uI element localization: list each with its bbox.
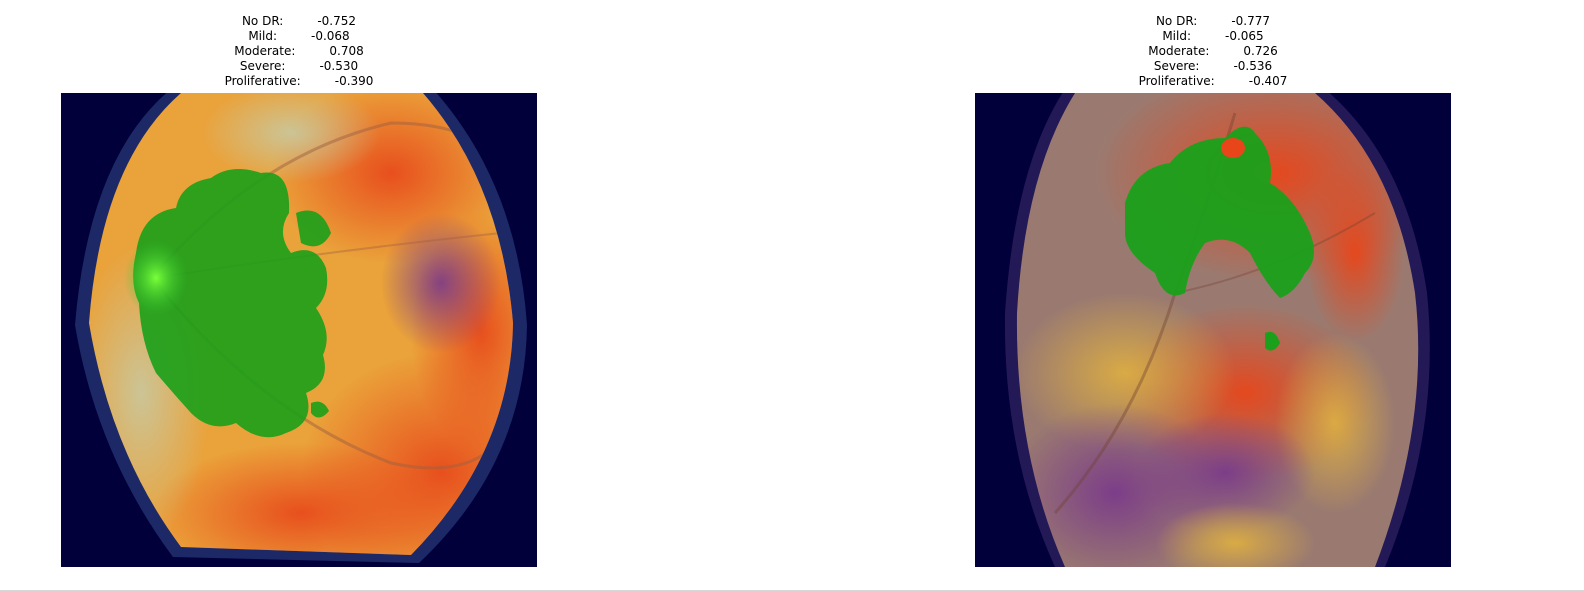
score-value: -0.530 xyxy=(319,59,359,73)
score-row-severe: Severe: -0.536 xyxy=(975,59,1451,74)
score-value: -0.390 xyxy=(334,74,374,88)
score-value: -0.752 xyxy=(317,14,357,28)
score-label: Proliferative: xyxy=(1138,74,1215,88)
right-score-list: No DR: -0.777 Mild: -0.065 Moderate: 0.726 … xyxy=(975,14,1451,89)
score-row-proliferative: Proliferative: -0.390 xyxy=(61,74,537,89)
score-label: Mild: xyxy=(248,29,277,43)
score-label: Mild: xyxy=(1162,29,1191,43)
score-value: -0.536 xyxy=(1233,59,1273,73)
fundus-heatmap-right xyxy=(975,93,1451,567)
score-value: -0.065 xyxy=(1225,29,1264,43)
score-label: Severe: xyxy=(239,59,286,73)
score-label: Moderate: xyxy=(1148,44,1210,58)
score-label: No DR: xyxy=(241,14,284,28)
score-row-moderate: Moderate: 0.726 xyxy=(975,44,1451,59)
score-value: -0.407 xyxy=(1248,74,1288,88)
score-row-mild: Mild: -0.065 xyxy=(975,29,1451,44)
left-score-list: No DR: -0.752 Mild: -0.068 Moderate: 0.708 … xyxy=(61,14,537,89)
score-value: 0.708 xyxy=(329,44,364,58)
score-row-severe: Severe: -0.530 xyxy=(61,59,537,74)
fundus-heatmap-left xyxy=(61,93,537,567)
score-row-mild: Mild: -0.068 xyxy=(61,29,537,44)
score-label: Moderate: xyxy=(234,44,296,58)
score-value: -0.777 xyxy=(1231,14,1271,28)
score-value: -0.068 xyxy=(311,29,350,43)
score-label: Severe: xyxy=(1153,59,1200,73)
score-row-no-dr: No DR: -0.777 xyxy=(975,14,1451,29)
score-row-no-dr: No DR: -0.752 xyxy=(61,14,537,29)
score-label: Proliferative: xyxy=(224,74,301,88)
score-value: 0.726 xyxy=(1243,44,1278,58)
score-row-moderate: Moderate: 0.708 xyxy=(61,44,537,59)
score-label: No DR: xyxy=(1155,14,1198,28)
score-row-proliferative: Proliferative: -0.407 xyxy=(975,74,1451,89)
